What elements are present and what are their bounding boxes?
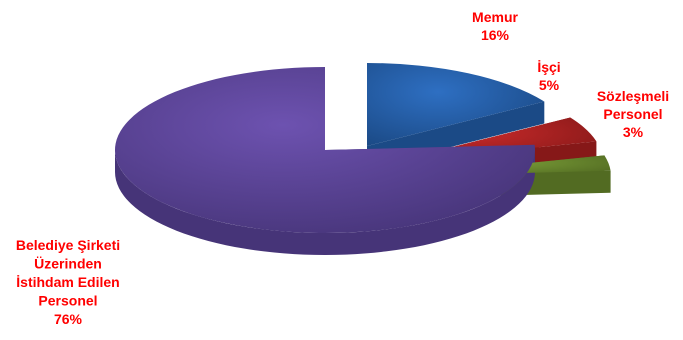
slice-memur [367,63,545,146]
slice-label-line: 76% [54,311,83,327]
slice-label-belediye-sirketi: Belediye Şirketi Üzerinden İstihdam Edilen… [16,237,120,327]
slice-label-line: İstihdam Edilen [16,274,119,290]
slice-label-isci: İşçi 5% [537,59,560,93]
slice-label-line: Personel [38,293,97,309]
slice-label-line: Üzerinden [34,256,102,272]
slice-label-line: 16% [481,27,510,43]
slice-label-line: Personel [603,106,662,122]
slice-label-line: Memur [472,9,518,25]
slice-label-line: 5% [539,77,560,93]
pie-tops [115,63,611,233]
slice-label-line: İşçi [537,59,560,75]
slice-label-sozlesmeli: Sözleşmeli Personel 3% [597,88,669,140]
slice-label-memur: Memur 16% [472,9,518,43]
slice-label-line: 3% [623,124,644,140]
slice-side-belediye-sirketi [115,150,535,255]
slice-belediye-sirketi [115,67,535,233]
slice-label-line: Sözleşmeli [597,88,669,104]
slice-label-line: Belediye Şirketi [16,237,120,253]
pie-labels: Memur 16% İşçi 5% Sözleşmeli Personel 3% Beledi… [16,9,669,327]
